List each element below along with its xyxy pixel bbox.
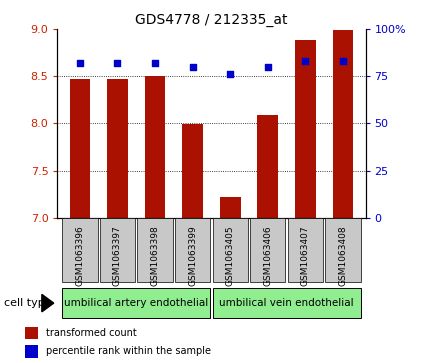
- Point: [114, 60, 121, 66]
- FancyBboxPatch shape: [175, 219, 210, 282]
- Text: GSM1063397: GSM1063397: [113, 226, 122, 286]
- Point: [340, 58, 346, 64]
- Point: [76, 60, 83, 66]
- FancyBboxPatch shape: [137, 219, 173, 282]
- Text: GSM1063396: GSM1063396: [75, 226, 85, 286]
- Text: GSM1063399: GSM1063399: [188, 226, 197, 286]
- Bar: [25, 345, 38, 358]
- Point: [189, 64, 196, 70]
- Polygon shape: [42, 294, 54, 312]
- FancyBboxPatch shape: [62, 219, 98, 282]
- Text: umbilical vein endothelial: umbilical vein endothelial: [219, 298, 354, 308]
- FancyBboxPatch shape: [62, 288, 210, 318]
- Point: [152, 60, 159, 66]
- Text: transformed count: transformed count: [46, 328, 137, 338]
- Text: GSM1063408: GSM1063408: [338, 226, 348, 286]
- Title: GDS4778 / 212335_at: GDS4778 / 212335_at: [135, 13, 288, 26]
- Text: percentile rank within the sample: percentile rank within the sample: [46, 346, 211, 356]
- Bar: [182, 125, 203, 218]
- Bar: [25, 327, 38, 339]
- Point: [227, 72, 234, 77]
- Text: GSM1063407: GSM1063407: [301, 226, 310, 286]
- Text: umbilical artery endothelial: umbilical artery endothelial: [64, 298, 208, 308]
- FancyBboxPatch shape: [325, 219, 361, 282]
- FancyBboxPatch shape: [288, 219, 323, 282]
- FancyBboxPatch shape: [100, 219, 135, 282]
- Bar: [258, 115, 278, 218]
- FancyBboxPatch shape: [250, 219, 286, 282]
- FancyBboxPatch shape: [212, 288, 361, 318]
- Bar: [70, 79, 90, 218]
- Point: [264, 64, 271, 70]
- FancyBboxPatch shape: [212, 219, 248, 282]
- Text: cell type: cell type: [4, 298, 52, 308]
- Bar: [145, 76, 165, 218]
- Bar: [220, 197, 241, 218]
- Bar: [295, 40, 316, 218]
- Text: GSM1063406: GSM1063406: [264, 226, 272, 286]
- Text: GSM1063405: GSM1063405: [226, 226, 235, 286]
- Bar: [333, 30, 353, 218]
- Point: [302, 58, 309, 64]
- Bar: [107, 79, 128, 218]
- Text: GSM1063398: GSM1063398: [150, 226, 159, 286]
